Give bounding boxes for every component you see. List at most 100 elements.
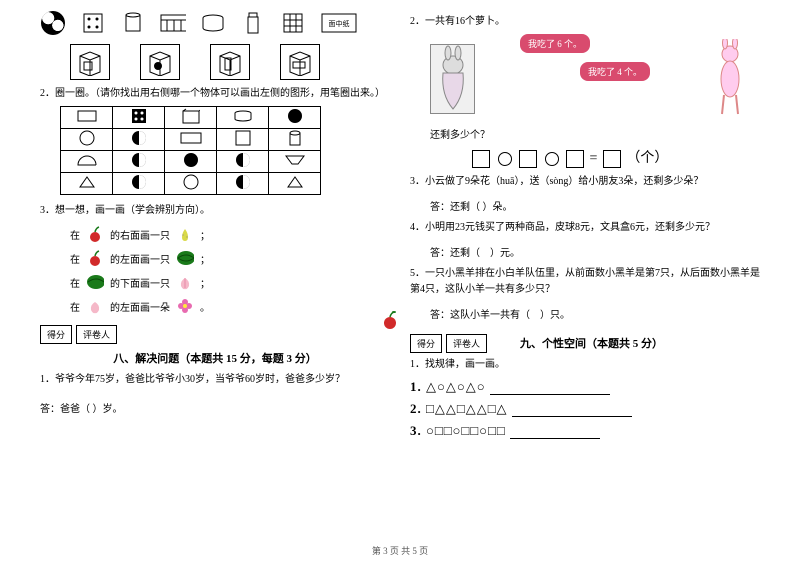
pattern-seq: △○△○△○ [426, 379, 486, 394]
speech-bubble-2: 我吃了 4 个。 [580, 62, 650, 81]
equation-row: = （个） [470, 148, 760, 170]
rabbit-right-icon [710, 39, 750, 122]
answer-blank [490, 383, 610, 395]
object-icons-row: 面中纸 [40, 10, 390, 36]
soccer-icon [40, 10, 66, 36]
text: ； [200, 275, 210, 290]
shape-match-table [60, 106, 321, 195]
cell [113, 129, 165, 151]
eq-unit: （个） [626, 151, 668, 166]
q2-right-text: 2．一共有16个萝卜。 [410, 14, 760, 30]
q5-right-answer: 答：这队小羊一共有（ ）只。 [430, 308, 760, 324]
watermelon-icon [176, 249, 194, 267]
remain-question: 还剩多少个？ [430, 128, 760, 144]
q4-right-answer: 答：还剩（ ）元。 [430, 246, 760, 262]
pear-icon [176, 225, 194, 243]
eq-result [603, 150, 621, 168]
peach-icon [86, 297, 104, 315]
grader-label: 评卷人 [76, 325, 117, 344]
text: 在 [70, 275, 80, 290]
text: 的左面画一朵 [110, 299, 170, 314]
drum-icon [200, 10, 226, 36]
eq-equals: = [590, 151, 598, 166]
float-cherry-icon [380, 310, 400, 333]
cherry-icon [86, 225, 104, 243]
pattern-num: 3. [410, 423, 422, 438]
speech-bubble-1: 我吃了 6 个。 [520, 34, 590, 53]
crate-icon [160, 10, 186, 36]
text: 的右面画一只 [110, 227, 170, 242]
cell [217, 129, 269, 151]
pattern-seq: □△△□△△□△ [426, 401, 508, 416]
q8-1-answer: 答：爸爸（ ）岁。 [40, 402, 390, 418]
row2-shape [61, 129, 113, 151]
text: 。 [200, 299, 210, 314]
answer-blank [510, 427, 600, 439]
jar-icon [240, 10, 266, 36]
cell [113, 173, 165, 195]
section-9-title: 九、个性空间（本题共 5 分） [520, 335, 760, 351]
score-label: 得分 [410, 334, 442, 353]
threed-shapes-row [70, 44, 390, 80]
cell [165, 173, 217, 195]
q3-left-text: 3．想一想，画一画（学会辨别方向）。 [40, 203, 390, 219]
cell [269, 107, 321, 129]
q3-right-answer: 答：还剩（ ）朵。 [430, 200, 760, 216]
row1-shape [61, 107, 113, 129]
text: 在 [70, 299, 80, 314]
peach-icon [176, 273, 194, 291]
pattern-num: 2. [410, 401, 422, 416]
section-8-title: 八、解决问题（本题共 15 分，每题 3 分） [40, 350, 390, 366]
box-label-icon: 面中纸 [320, 10, 358, 36]
q5-right-text: 5．一只小黑羊排在小白羊队伍里，从前面数小黑羊是第7只，从后面数小黑羊是第4只，… [410, 266, 760, 298]
eq-operand [566, 150, 584, 168]
eq-operator [498, 152, 512, 166]
grader-label: 评卷人 [446, 334, 487, 353]
page-footer: 第 3 页 共 5 页 [0, 544, 800, 557]
text: 在 [70, 251, 80, 266]
pattern-3: 3. ○□□○□□○□□ [410, 423, 760, 439]
cylinder-face-icon [210, 44, 250, 80]
cherry-icon [86, 249, 104, 267]
score-box-8: 得分 评卷人 [40, 325, 390, 344]
left-column: 面中纸 2．圈一圈。（请你找出用右侧哪一个物体可以画出左侧的图形，用笔圈出来。） [30, 10, 400, 540]
fruit-line-4: 在 的左面画一朵 。 [70, 297, 390, 315]
dice-icon [80, 10, 106, 36]
cell [269, 129, 321, 151]
rabbit-left-icon [430, 44, 475, 114]
fruit-line-1: 在 的右面画一只 ； [70, 225, 390, 243]
text: 的左面画一只 [110, 251, 170, 266]
text: ； [200, 227, 210, 242]
eq-operand [472, 150, 490, 168]
text: ； [200, 251, 210, 266]
pattern-num: 1. [410, 379, 422, 394]
text: 的下面画一只 [110, 275, 170, 290]
cell [217, 107, 269, 129]
svg-text:面中纸: 面中纸 [329, 19, 350, 28]
sphere-face-icon [140, 44, 180, 80]
q8-1-text: 1．爷爷今年75岁，爸爸比爷爷小30岁，当爷爷60岁时，爸爸多少岁？ [40, 372, 390, 388]
fruit-directions: 在 的右面画一只 ； 在 的左面画一只 ； 在 的下面画一只 ； [40, 225, 390, 315]
q3-right-text: 3．小云做了9朵花（huā），送（sòng）给小朋友3朵，还剩多少朵？ [410, 174, 760, 190]
can-icon [120, 10, 146, 36]
prism-face-icon [280, 44, 320, 80]
q2-left-text: 2．圈一圈。（请你找出用右侧哪一个物体可以画出左侧的图形，用笔圈出来。） [40, 86, 390, 102]
row4-shape [61, 173, 113, 195]
pattern-1: 1. △○△○△○ [410, 379, 760, 395]
eq-operator [545, 152, 559, 166]
cell [165, 107, 217, 129]
q4-right-text: 4．小明用23元钱买了两种商品，皮球8元，文具盒6元，还剩多少元？ [410, 220, 760, 236]
flower-icon [176, 297, 194, 315]
cell [217, 151, 269, 173]
watermelon-icon [86, 273, 104, 291]
cell [269, 151, 321, 173]
pattern-2: 2. □△△□△△□△ [410, 401, 760, 417]
cell [165, 129, 217, 151]
rabbit-scene: 我吃了 6 个。 我吃了 4 个。 [410, 34, 760, 124]
score-label: 得分 [40, 325, 72, 344]
cell [217, 173, 269, 195]
pattern-seq: ○□□○□□○□□ [426, 423, 506, 438]
cell [269, 173, 321, 195]
cell [165, 151, 217, 173]
fruit-line-2: 在 的左面画一只 ； [70, 249, 390, 267]
